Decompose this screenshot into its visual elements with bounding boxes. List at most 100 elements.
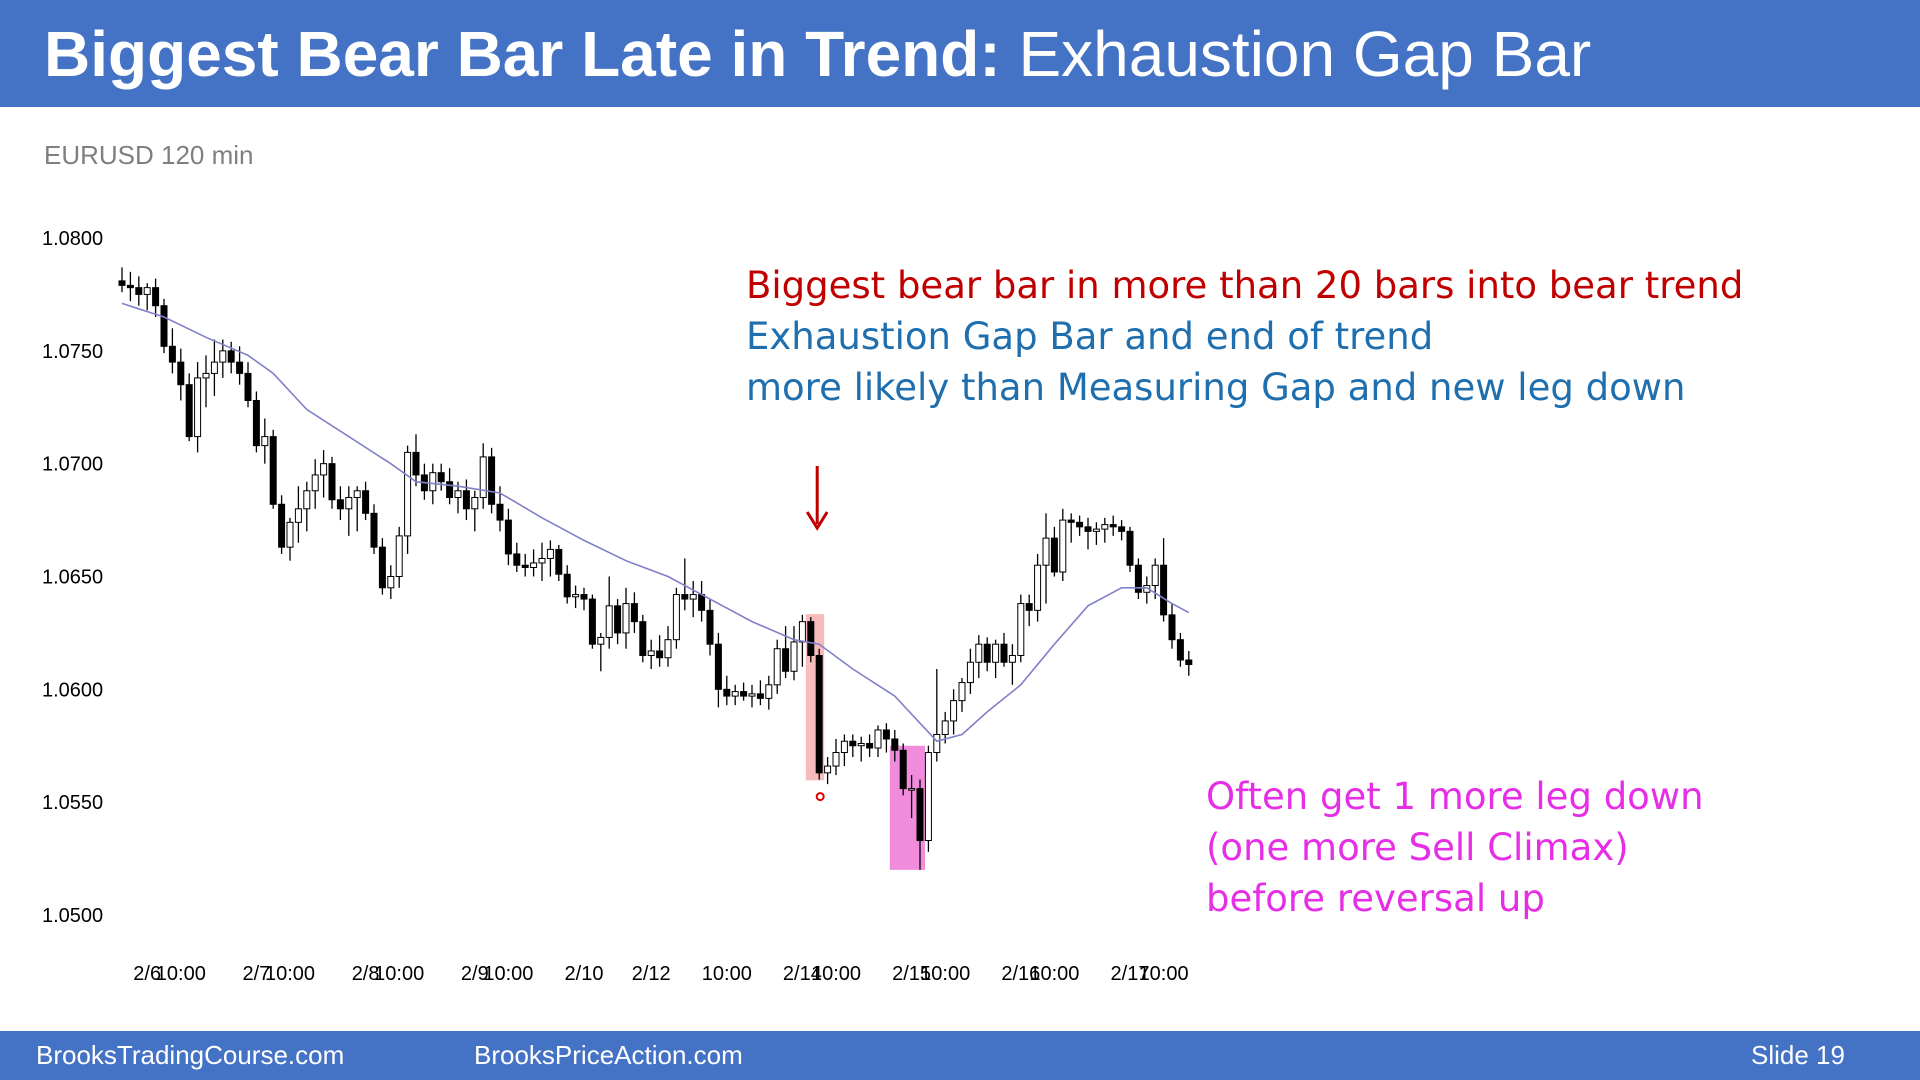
bear-candle-body — [891, 738, 899, 751]
bear-candle-body — [135, 287, 143, 295]
bear-candle-body — [706, 609, 714, 645]
bull-candle-body — [950, 700, 958, 722]
bear-candle-body — [488, 456, 496, 505]
candle — [840, 734, 848, 767]
footer-left-link[interactable]: BrooksTradingCourse.com — [36, 1040, 345, 1070]
candle — [882, 723, 890, 753]
candle — [597, 632, 605, 672]
bull-candle-body — [647, 650, 655, 656]
x-tick-label: 2/10 — [565, 963, 604, 985]
bear-candle-body — [412, 451, 420, 476]
candle — [824, 757, 832, 785]
candle — [1101, 517, 1109, 543]
candle — [412, 434, 420, 487]
candle — [815, 648, 823, 780]
x-tick-label: 10:00 — [1029, 963, 1079, 985]
bear-candle-body — [899, 749, 907, 790]
candle — [1076, 515, 1084, 536]
bear-candle-body — [269, 436, 277, 505]
x-tick-label: 2/9 — [461, 963, 489, 985]
candle — [1017, 594, 1025, 663]
candle — [521, 553, 529, 577]
annotation-blue-line-1: Exhaustion Gap Bar and end of trend — [746, 315, 1434, 358]
candle — [857, 736, 865, 762]
bull-candle-body — [924, 752, 932, 842]
candle — [689, 581, 697, 618]
candle — [488, 447, 496, 514]
candle — [252, 391, 260, 453]
candle — [1084, 517, 1092, 550]
bull-candle-body — [941, 720, 949, 735]
candle — [294, 486, 302, 543]
bull-candle-body — [857, 742, 865, 747]
candle — [1042, 513, 1050, 604]
bull-candle-body — [303, 490, 311, 510]
candle — [1109, 515, 1117, 536]
candle — [664, 626, 672, 667]
bear-candle-body — [513, 553, 521, 566]
bear-candle-body — [588, 598, 596, 645]
bear-candle-body — [563, 573, 571, 598]
bull-candle-body — [664, 639, 672, 659]
y-tick-label: 1.0800 — [42, 228, 103, 250]
candle — [614, 599, 622, 645]
bull-candle-body — [765, 684, 773, 699]
candle — [387, 565, 395, 600]
title-bar — [0, 0, 1920, 107]
candle — [639, 614, 647, 663]
signal-marker-icon — [815, 792, 825, 802]
candle — [580, 587, 588, 611]
candle — [210, 339, 218, 396]
candle — [126, 271, 134, 302]
candle — [303, 481, 311, 532]
candle — [656, 635, 664, 667]
bear-candle-body — [614, 605, 622, 634]
candle — [908, 775, 916, 818]
bull-candle-body — [538, 557, 546, 564]
candle — [698, 581, 706, 622]
bull-candle-body — [143, 287, 151, 295]
candle — [1008, 644, 1016, 685]
bear-candle-body — [580, 594, 588, 600]
candle — [1000, 632, 1008, 667]
candle — [437, 463, 445, 491]
x-tick-label: 10:00 — [811, 963, 861, 985]
bear-candle-body — [916, 788, 924, 842]
bear-candle-body — [504, 519, 512, 555]
bear-candle-body — [807, 621, 815, 656]
candle — [286, 517, 294, 561]
candle — [647, 639, 655, 670]
x-tick-label: 2/6 — [133, 963, 161, 985]
candle — [849, 734, 857, 758]
bull-candle-body — [479, 456, 487, 499]
overlay-layer — [121, 302, 1190, 802]
x-tick-label: 10:00 — [265, 963, 315, 985]
footer-center-link[interactable]: BrooksPriceAction.com — [474, 1040, 743, 1070]
bear-candle-body — [815, 654, 823, 774]
candle — [983, 637, 991, 672]
y-tick-label: 1.0550 — [42, 792, 103, 814]
bear-candle-body — [168, 345, 176, 363]
bull-candle-body — [387, 576, 395, 589]
annotation-top: Biggest bear bar in more than 20 bars in… — [746, 260, 1743, 413]
candle — [513, 542, 521, 572]
x-tick-label: 2/12 — [632, 963, 671, 985]
bear-candle-body — [630, 603, 638, 623]
bear-candle-body — [462, 490, 470, 510]
bull-candle-body — [471, 497, 479, 510]
bull-candle-body — [1092, 528, 1100, 532]
bull-candle-body — [622, 603, 630, 634]
bear-candle-body — [227, 350, 235, 363]
bull-candle-body — [429, 472, 437, 492]
bear-candle-body — [1160, 564, 1168, 616]
candle — [1059, 508, 1067, 582]
candle — [765, 675, 773, 710]
bull-candle-body — [1059, 519, 1067, 573]
bear-candle-body — [126, 284, 134, 289]
candle — [135, 276, 143, 306]
bear-candle-body — [1084, 526, 1092, 532]
bear-candle-body — [1134, 564, 1142, 593]
annotation-red-line: Biggest bear bar in more than 20 bars in… — [746, 264, 1744, 307]
annotation-magenta-line-1: Often get 1 more leg down — [1206, 775, 1704, 818]
candle — [706, 599, 714, 656]
